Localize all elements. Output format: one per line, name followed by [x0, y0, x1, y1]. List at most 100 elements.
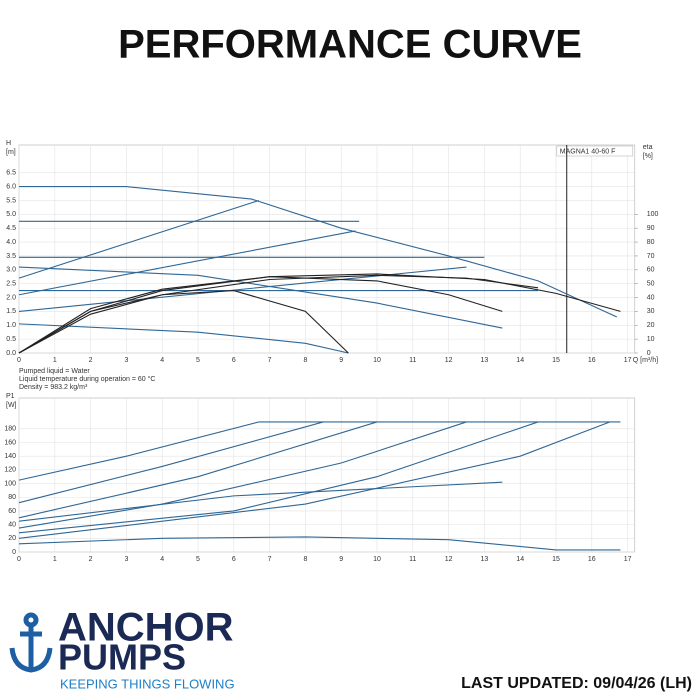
- x-tick-label: 13: [481, 357, 489, 364]
- curve: [18, 230, 356, 296]
- x-tick-label: 0: [17, 556, 21, 563]
- curve: [18, 421, 539, 534]
- curve: [18, 323, 349, 354]
- x-tick-label: 2: [89, 357, 93, 364]
- y2-axis-unit: [%]: [643, 153, 653, 160]
- x-tick-label: 9: [339, 357, 343, 364]
- y2-tick-label: 100: [647, 211, 659, 218]
- y-tick-label: 4.0: [6, 239, 16, 246]
- model-label: MAGNA1 40-60 F: [560, 148, 616, 155]
- y-tick-label: 6.0: [6, 183, 16, 190]
- x-tick-label: 16: [588, 556, 596, 563]
- y2-tick-label: 90: [647, 225, 655, 232]
- curve: [18, 481, 503, 522]
- y-tick-label: 40: [8, 521, 16, 528]
- x-tick-label: 11: [409, 357, 416, 364]
- y-tick-label: 6.5: [6, 170, 16, 177]
- y-axis-label: P1: [6, 393, 15, 400]
- plot-area: [18, 397, 636, 553]
- x-tick-label: 5: [196, 357, 200, 364]
- y-tick-label: 0.0: [6, 350, 16, 357]
- x-tick-label: 6: [232, 556, 236, 563]
- curve: [18, 421, 467, 529]
- x-tick-label: 10: [373, 357, 381, 364]
- y-tick-label: 3.5: [6, 253, 16, 260]
- x-tick-label: 7: [268, 357, 272, 364]
- y-tick-label: 80: [8, 494, 16, 501]
- y-tick-label: 5.0: [6, 211, 16, 218]
- x-tick-label: 12: [445, 357, 453, 364]
- y-tick-label: 160: [4, 439, 16, 446]
- x-tick-label: 9: [339, 556, 343, 563]
- x-tick-label: 7: [268, 556, 272, 563]
- curve: [18, 274, 539, 354]
- brand-top: ANCHOR: [58, 606, 234, 650]
- y-tick-label: 4.5: [6, 225, 16, 232]
- model-box: [556, 145, 634, 157]
- y-axis-unit: [W]: [6, 402, 17, 409]
- x-tick-label: 3: [124, 556, 128, 563]
- y-tick-label: 180: [4, 426, 16, 433]
- y-tick-label: 0: [12, 549, 16, 556]
- x-tick-label: 12: [445, 556, 453, 563]
- y2-tick-label: 40: [647, 294, 655, 301]
- curve: [18, 421, 610, 539]
- brand-bottom: PUMPS: [58, 637, 186, 678]
- y-tick-label: 1.0: [6, 322, 16, 329]
- x-tick-label: 5: [196, 556, 200, 563]
- curve: [18, 421, 324, 504]
- x-tick-label: 2: [89, 556, 93, 563]
- x-tick-label: 16: [588, 357, 596, 364]
- x-tick-label: 14: [516, 556, 524, 563]
- plot-area: [18, 144, 636, 354]
- last-updated: LAST UPDATED: 09/04/26 (LH): [461, 675, 692, 692]
- x-tick-label: 3: [124, 357, 128, 364]
- curve: [18, 276, 503, 354]
- y-tick-label: 0.5: [6, 336, 16, 343]
- x-tick-label: 8: [303, 357, 307, 364]
- y-tick-label: 3.0: [6, 267, 16, 274]
- y-tick-label: 1.5: [6, 308, 16, 315]
- curve: [18, 273, 621, 354]
- x-tick-label: 10: [373, 556, 381, 563]
- x-tick-label: 1: [53, 556, 57, 563]
- y2-tick-label: 80: [647, 239, 655, 246]
- y-tick-label: 120: [4, 467, 16, 474]
- y-tick-label: 2.5: [6, 281, 16, 288]
- curve: [18, 199, 260, 279]
- y-tick-label: 2.0: [6, 294, 16, 301]
- curve: [18, 536, 621, 551]
- y-axis-label: H: [6, 140, 11, 147]
- x-axis-label: Q [m³/h]: [633, 357, 658, 364]
- y-tick-label: 140: [4, 453, 16, 460]
- x-tick-label: 13: [481, 556, 489, 563]
- y2-tick-label: 20: [647, 322, 655, 329]
- y2-tick-label: 70: [647, 253, 655, 260]
- curve: [19, 186, 618, 318]
- curve: [18, 421, 259, 481]
- anchor-logo: [9, 612, 53, 673]
- y-tick-label: 20: [8, 535, 16, 542]
- y2-tick-label: 60: [647, 267, 655, 274]
- y-tick-label: 60: [8, 508, 16, 515]
- y2-tick-label: 50: [647, 281, 655, 288]
- curve: [18, 421, 378, 519]
- x-tick-label: 6: [232, 357, 236, 364]
- x-tick-label: 17: [624, 556, 632, 563]
- page-title: PERFORMANCE CURVE: [118, 23, 582, 67]
- tagline: KEEPING THINGS FLOWING: [60, 676, 235, 691]
- x-tick-label: 15: [552, 556, 560, 563]
- curve: [18, 266, 503, 329]
- curve: [18, 290, 349, 354]
- y-tick-label: 100: [4, 480, 16, 487]
- x-tick-label: 15: [552, 357, 560, 364]
- y2-tick-label: 10: [647, 336, 655, 343]
- y-tick-label: 5.5: [6, 197, 16, 204]
- x-tick-label: 4: [160, 357, 164, 364]
- x-tick-label: 17: [624, 357, 632, 364]
- x-tick-label: 11: [409, 556, 416, 563]
- x-tick-label: 14: [516, 357, 524, 364]
- x-tick-label: 0: [17, 357, 21, 364]
- y2-tick-label: 30: [647, 308, 655, 315]
